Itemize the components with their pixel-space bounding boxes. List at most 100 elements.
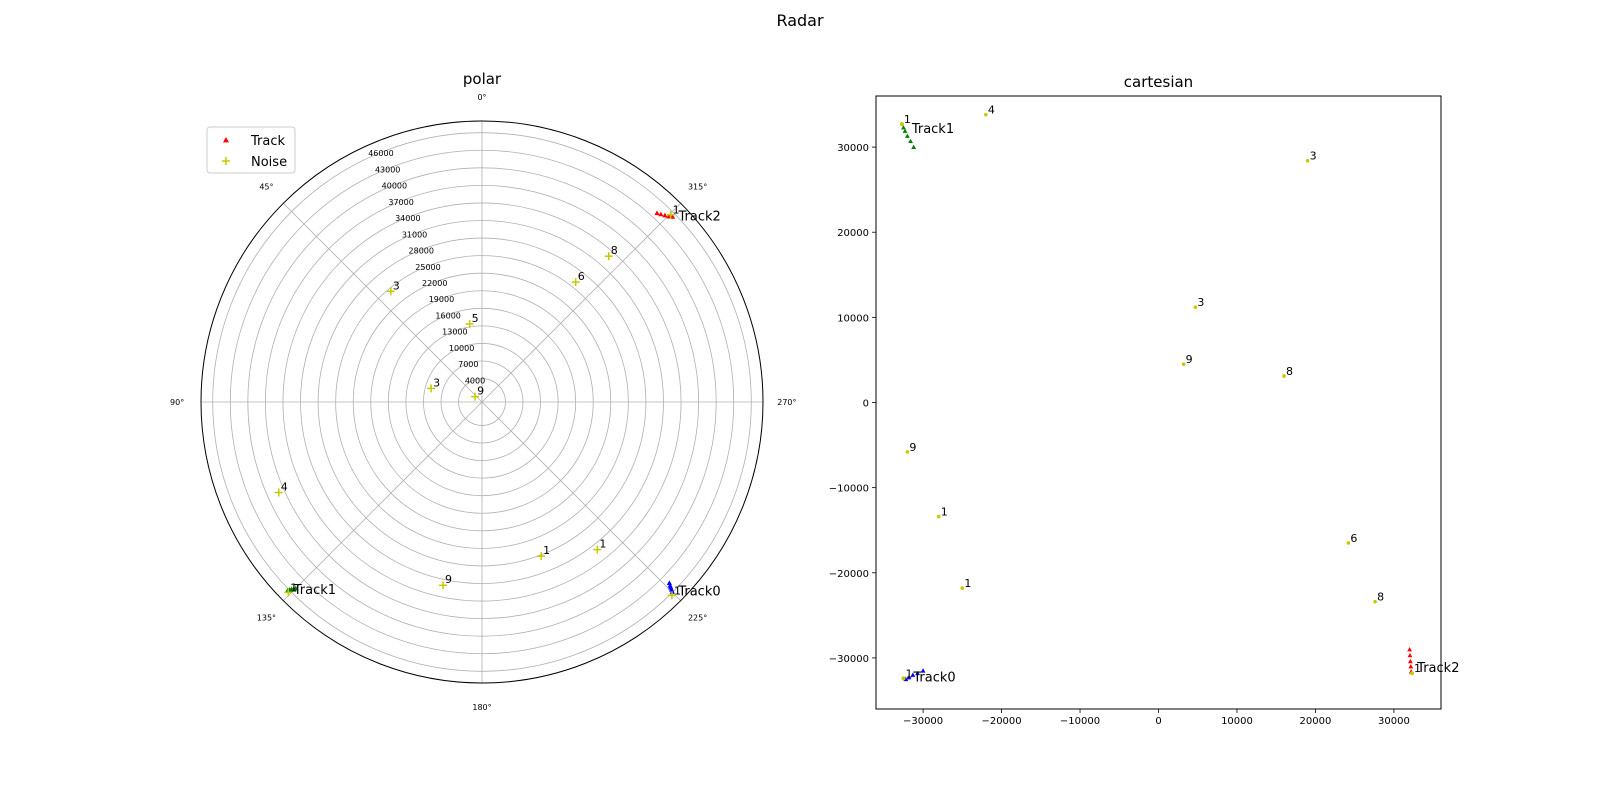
r-tick-label: 28000 [409, 247, 434, 256]
track-point-label: 1 [905, 667, 912, 680]
noise-marker [471, 392, 480, 401]
r-tick-label: 34000 [395, 214, 420, 223]
x-tick-label: 30000 [1378, 716, 1410, 727]
track-point [666, 580, 672, 586]
noise-marker [1282, 374, 1286, 378]
theta-tick-label: 270° [777, 398, 796, 407]
track-point [906, 675, 912, 680]
track-label: Track2 [678, 210, 721, 225]
r-tick-label: 31000 [402, 230, 427, 239]
noise-marker [936, 514, 941, 519]
noise-marker [905, 450, 910, 454]
noise-label: 3 [393, 279, 400, 292]
noise-label: 9 [445, 573, 452, 586]
noise-label: 4 [281, 480, 288, 493]
track-point [915, 670, 920, 676]
track-point [910, 672, 916, 677]
y-tick-label: −10000 [829, 484, 869, 495]
x-tick-label: −20000 [981, 716, 1021, 727]
noise-marker [984, 112, 988, 117]
r-tick-label: 37000 [388, 198, 413, 207]
track-point [1407, 652, 1413, 658]
noise-marker [439, 581, 448, 590]
noise-label: 5 [472, 312, 479, 325]
theta-grid-line [481, 401, 681, 601]
track-label: Track0 [677, 585, 720, 600]
r-tick-label: 43000 [375, 165, 400, 174]
x-tick-label: 20000 [1300, 716, 1332, 727]
noise-marker [274, 488, 283, 497]
noise-marker [960, 586, 965, 590]
track-point [1407, 647, 1413, 652]
legend: Track Noise [206, 126, 296, 174]
r-tick-label: 13000 [442, 328, 467, 337]
noise-marker [537, 552, 546, 561]
noise-marker [1373, 599, 1377, 604]
cartesian-panel: cartesian −30000 −20000 −10000 0 10000 20000 3… [829, 73, 1460, 727]
theta-tick-label: 135° [257, 614, 276, 623]
track-point [901, 125, 906, 130]
track-point [654, 210, 660, 216]
theta-grid-line [283, 203, 483, 403]
theta-tick-label: 225° [688, 614, 707, 623]
x-tick-label: 10000 [1221, 716, 1253, 727]
theta-tick-label: 315° [688, 182, 707, 191]
r-tick-label: 16000 [435, 311, 460, 320]
noise-label: 9 [909, 441, 916, 454]
track-point [658, 211, 664, 217]
noise-marker [427, 384, 436, 393]
track-point [911, 144, 917, 150]
polar-title: polar [463, 70, 502, 88]
legend-label: Track [250, 134, 285, 149]
track-series-0 [903, 668, 926, 682]
r-tick-label: 46000 [368, 149, 393, 158]
noise-marker [593, 545, 602, 554]
r-tick-label: 40000 [382, 182, 407, 191]
theta-tick-label: 180° [472, 703, 491, 712]
noise-label: 8 [1286, 365, 1293, 378]
track-point [1408, 664, 1414, 669]
theta-grid-line [481, 203, 681, 403]
track-noise-marker [899, 122, 904, 127]
r-tick-label: 25000 [415, 263, 440, 272]
polar-frame [200, 120, 764, 684]
track-point [662, 212, 668, 218]
cartesian-title: cartesian [1124, 73, 1193, 91]
track-label: Track0 [912, 670, 955, 685]
track-noise-marker [666, 210, 675, 219]
track-point-label: 1 [1414, 662, 1421, 675]
x-tick-label: −30000 [903, 716, 943, 727]
noise-label: 1 [941, 506, 948, 519]
noise-label: 8 [611, 244, 618, 257]
theta-grid-line [283, 401, 483, 601]
noise-label: 3 [1197, 296, 1204, 309]
theta-tick-label: 0° [477, 93, 486, 102]
track-series-2 [1407, 647, 1414, 674]
figure-title: Radar [776, 11, 824, 30]
noise-label: 9 [477, 385, 484, 398]
noise-label: 1 [964, 577, 971, 590]
r-tick-label: 19000 [429, 295, 454, 304]
legend-label: Noise [251, 155, 287, 170]
track-point-label: 1 [673, 204, 680, 217]
track-point [908, 138, 913, 144]
noise-label: 8 [1377, 591, 1384, 604]
x-tick-label: −10000 [1060, 716, 1100, 727]
track-point [903, 676, 909, 682]
y-tick-label: 10000 [837, 313, 869, 324]
r-tick-label: 22000 [422, 279, 447, 288]
track-noise-marker [284, 588, 293, 597]
track-point-label: 1 [290, 581, 297, 594]
r-tick-label: 10000 [449, 344, 474, 353]
legend-track-marker [223, 137, 229, 143]
track-label: Track2 [1416, 661, 1459, 676]
y-tick-label: −20000 [829, 569, 869, 580]
noise-label: 3 [433, 376, 440, 389]
noise-label: 1 [599, 538, 606, 551]
noise-label: 3 [1310, 150, 1317, 163]
track-label: Track1 [293, 583, 336, 598]
noise-marker [1346, 541, 1351, 545]
r-tick-label: 4000 [465, 376, 485, 385]
theta-tick-label: 45° [259, 182, 273, 191]
